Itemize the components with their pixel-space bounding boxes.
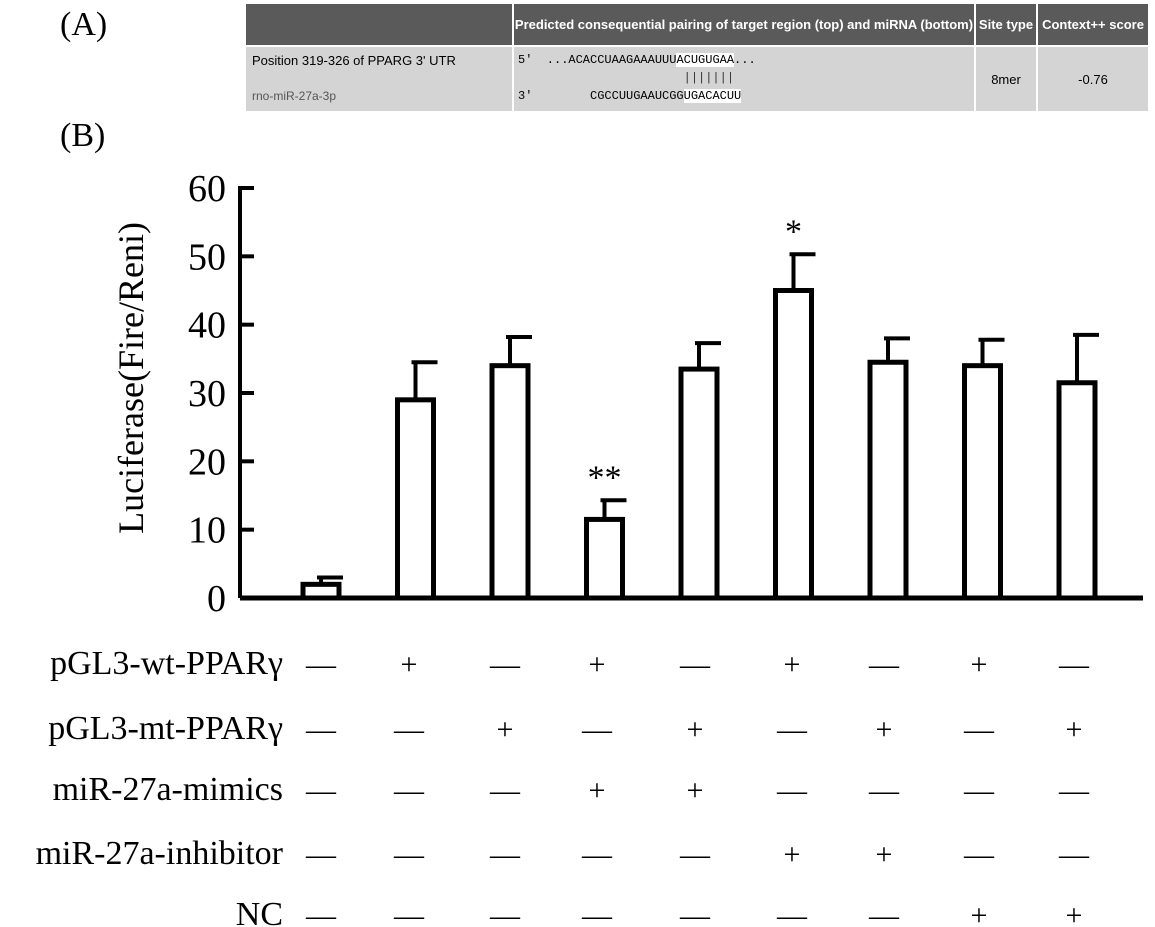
y-tick-label: 60	[188, 168, 226, 210]
panel-b-label: (B)	[60, 117, 106, 154]
condition-mark: —	[776, 713, 808, 746]
y-tick-label: 30	[188, 373, 226, 415]
context-score-value: -0.76	[1037, 45, 1148, 111]
condition-mark: +	[1066, 899, 1083, 927]
bar	[773, 288, 814, 601]
header-empty	[246, 4, 514, 46]
condition-mark: —	[581, 713, 613, 746]
condition-mark: —	[679, 899, 711, 927]
mirna-name-label: rno-miR-27a-3p	[252, 89, 337, 103]
condition-mark: —	[581, 899, 613, 927]
significance-marker: *	[785, 213, 802, 250]
condition-mark: —	[393, 713, 425, 746]
condition-mark: +	[401, 648, 418, 681]
bar	[1056, 380, 1098, 601]
bar	[867, 359, 909, 601]
condition-mark: —	[305, 648, 337, 681]
condition-mark: —	[305, 774, 337, 807]
target-position-label: Position 319-326 of PPARG 3' UTR	[252, 53, 456, 68]
y-tick-label: 10	[188, 510, 226, 552]
condition-mark: —	[393, 838, 425, 871]
condition-mark: —	[1058, 838, 1090, 871]
condition-mark: +	[876, 838, 893, 871]
header-pairing: Predicted consequential pairing of targe…	[513, 4, 976, 46]
condition-mark: —	[679, 648, 711, 681]
condition-mark: +	[784, 838, 801, 871]
condition-mark: +	[687, 713, 704, 746]
condition-mark: —	[868, 648, 900, 681]
site-type-value: 8mer	[975, 45, 1038, 111]
condition-mark: +	[497, 713, 514, 746]
condition-mark: +	[589, 648, 606, 681]
y-tick-label: 20	[188, 441, 226, 483]
mirna-sequence: 3' CGCCUUGAAUCGGUGACACUU	[518, 89, 742, 103]
condition-mark: —	[868, 899, 900, 927]
bar	[678, 366, 720, 601]
y-tick-label: 40	[188, 305, 226, 347]
panel-a-label: (A)	[60, 6, 108, 43]
condition-mark: —	[489, 838, 521, 871]
condition-mark: —	[1058, 774, 1090, 807]
condition-mark: —	[305, 838, 337, 871]
target-prediction-table: Predicted consequential pairing of targe…	[246, 4, 1148, 111]
condition-mark: —	[1058, 648, 1090, 681]
condition-label: pGL3-mt-PPARγ	[48, 710, 283, 747]
condition-label: miR-27a-inhibitor	[36, 835, 284, 872]
condition-mark: +	[971, 648, 988, 681]
condition-mark: —	[489, 899, 521, 927]
condition-mark: —	[305, 713, 337, 746]
condition-mark: —	[393, 899, 425, 927]
bar	[395, 397, 436, 601]
significance-marker: **	[588, 459, 622, 496]
target-sequence: 5' ...ACACCUAAGAAAUUUACUGUGAA...	[518, 53, 756, 67]
condition-label: pGL3-wt-PPARγ	[50, 645, 283, 682]
condition-label: miR-27a-mimics	[53, 771, 283, 808]
row-label-cell: Position 319-326 of PPARG 3' UTR rno-miR…	[246, 45, 514, 111]
condition-mark: —	[963, 838, 995, 871]
condition-mark: +	[687, 774, 704, 807]
bar	[584, 516, 625, 601]
condition-mark: —	[581, 838, 613, 871]
condition-mark: —	[489, 648, 521, 681]
condition-mark: +	[1066, 713, 1083, 746]
condition-label: NC	[236, 896, 283, 927]
condition-mark: —	[679, 838, 711, 871]
header-site-type: Site type	[975, 4, 1038, 46]
condition-mark: +	[876, 713, 893, 746]
condition-mark: —	[963, 774, 995, 807]
condition-mark: —	[963, 713, 995, 746]
condition-mark: —	[393, 774, 425, 807]
mirna-seed: UGACACUU	[683, 89, 742, 103]
y-tick-label: 0	[207, 578, 226, 620]
condition-mark: +	[971, 899, 988, 927]
y-axis-label: Luciferase(Fire/Reni)	[111, 222, 151, 534]
condition-mark: +	[589, 774, 606, 807]
target-seed: ACUGUGAA	[676, 53, 735, 67]
condition-mark: —	[489, 774, 521, 807]
condition-mark: —	[868, 774, 900, 807]
bar	[489, 363, 531, 601]
condition-mark: —	[776, 774, 808, 807]
bar	[962, 363, 1003, 601]
header-context-score: Context++ score	[1037, 4, 1148, 46]
y-tick-label: 50	[188, 236, 226, 278]
condition-mark: +	[784, 648, 801, 681]
condition-mark: —	[776, 899, 808, 927]
condition-mark: —	[305, 899, 337, 927]
pairing-cell: 5' ...ACACCUAAGAAAUUUACUGUGAA... |||||||…	[513, 45, 976, 111]
pairing-bars: |||||||	[518, 71, 735, 85]
